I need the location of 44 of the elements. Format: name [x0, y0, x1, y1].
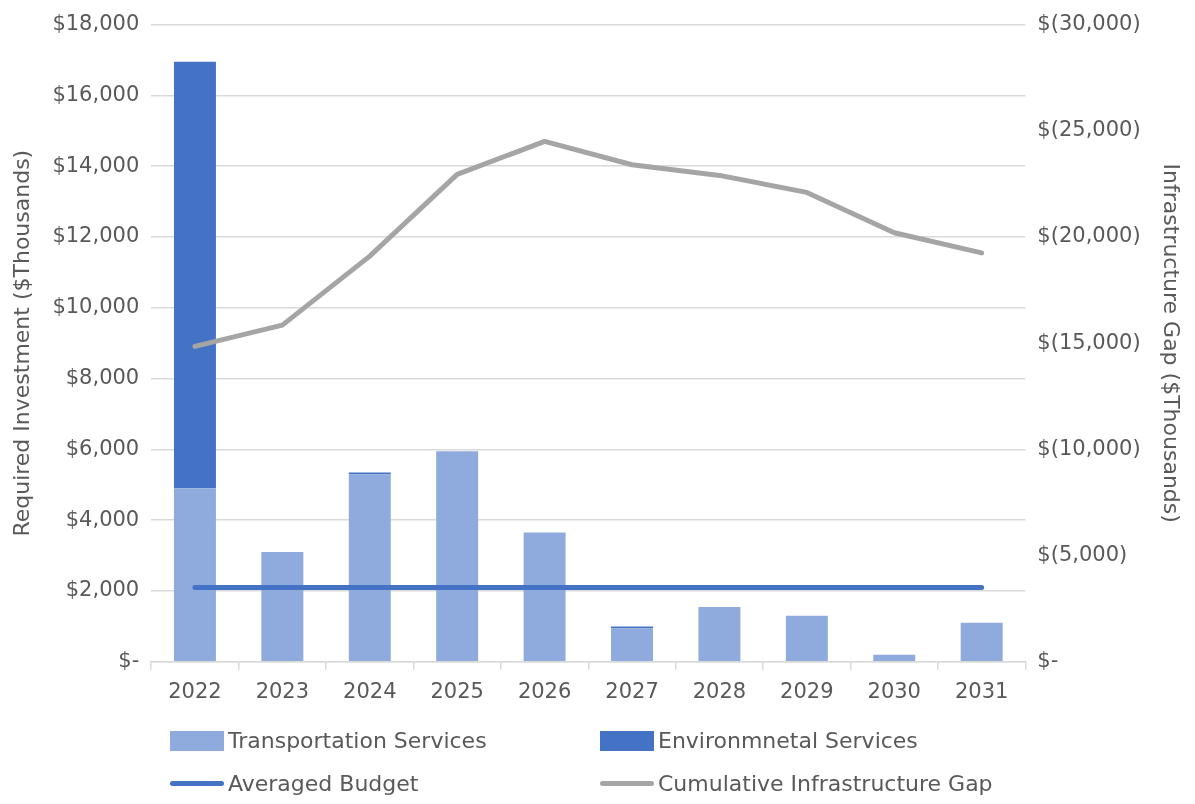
- bar: [523, 532, 566, 662]
- x-tick-label: 2025: [430, 678, 484, 703]
- y-axis-title: Required Investment ($Thousands): [8, 149, 34, 537]
- x-tick-label: 2028: [692, 678, 747, 703]
- bar: [436, 451, 479, 662]
- x-tick-label: 2027: [605, 678, 659, 703]
- bar: [785, 615, 828, 662]
- legend-label: Transportation Services: [228, 728, 487, 753]
- bar: [698, 606, 741, 662]
- y-tick-label: $8,000: [65, 365, 140, 390]
- y-tick-label: $16,000: [52, 81, 140, 106]
- x-tick-label: 2030: [867, 678, 921, 703]
- bar: [960, 622, 1003, 662]
- bar: [873, 654, 916, 662]
- bar: [173, 61, 216, 489]
- y-tick-label: $10,000: [52, 294, 140, 319]
- y-tick-label: $6,000: [65, 435, 140, 460]
- y2-tick-label: $(5,000): [1037, 542, 1128, 567]
- y2-tick-label: $(15,000): [1037, 329, 1141, 354]
- x-tick-label: 2031: [954, 678, 1009, 703]
- bar: [173, 488, 216, 662]
- bar: [348, 474, 391, 662]
- x-tick-label: 2024: [343, 678, 397, 703]
- y-tick-label: $4,000: [65, 506, 140, 531]
- legend-label: Environmnetal Services: [658, 728, 918, 753]
- x-tick-label: 2022: [168, 678, 222, 703]
- y-tick-label: $18,000: [52, 11, 140, 36]
- y2-tick-label: $(30,000): [1037, 11, 1141, 36]
- y-tick-label: $2,000: [65, 577, 140, 602]
- x-tick-label: 2026: [517, 678, 572, 703]
- y2-tick-label: $(10,000): [1037, 435, 1141, 460]
- legend-label: Averaged Budget: [228, 771, 419, 796]
- y2-tick-label: $(25,000): [1037, 117, 1141, 142]
- bar: [611, 628, 653, 662]
- x-tick-label: 2023: [255, 678, 310, 703]
- legend-label: Cumulative Infrastructure Gap: [658, 771, 993, 796]
- y-tick-label: $-: [118, 648, 140, 673]
- y-tick-label: $14,000: [52, 152, 140, 177]
- x-tick-label: 2029: [780, 678, 834, 703]
- bar: [261, 552, 304, 662]
- y-tick-label: $12,000: [52, 223, 140, 248]
- y2-tick-label: $(20,000): [1037, 223, 1141, 248]
- y2-tick-label: $-: [1037, 648, 1059, 673]
- y2-axis-title: Infrastructure Gap ($Thousands): [1159, 163, 1185, 523]
